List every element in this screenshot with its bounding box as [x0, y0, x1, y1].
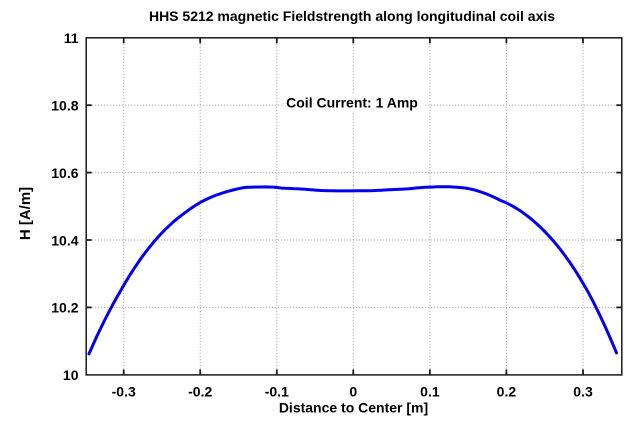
svg-text:11: 11	[64, 30, 79, 46]
svg-text:10.2: 10.2	[51, 300, 78, 316]
svg-text:Distance to Center [m]: Distance to Center [m]	[279, 400, 428, 416]
svg-text:10.6: 10.6	[51, 165, 78, 181]
svg-text:0.1: 0.1	[420, 384, 440, 400]
svg-text:10: 10	[63, 367, 79, 383]
svg-text:-0.3: -0.3	[112, 384, 136, 400]
svg-text:10.8: 10.8	[51, 98, 78, 114]
svg-text:-0.1: -0.1	[265, 384, 289, 400]
svg-text:10.4: 10.4	[51, 232, 78, 248]
svg-text:-0.2: -0.2	[188, 384, 212, 400]
svg-text:Coil Current: 1 Amp: Coil Current: 1 Amp	[286, 95, 418, 111]
svg-text:0: 0	[349, 384, 357, 400]
svg-text:0.3: 0.3	[573, 384, 593, 400]
svg-text:0.2: 0.2	[497, 384, 517, 400]
svg-text:H [A/m]: H [A/m]	[17, 187, 34, 240]
svg-text:HHS 5212 magnetic Fieldstrengt: HHS 5212 magnetic Fieldstrength along lo…	[149, 8, 555, 24]
